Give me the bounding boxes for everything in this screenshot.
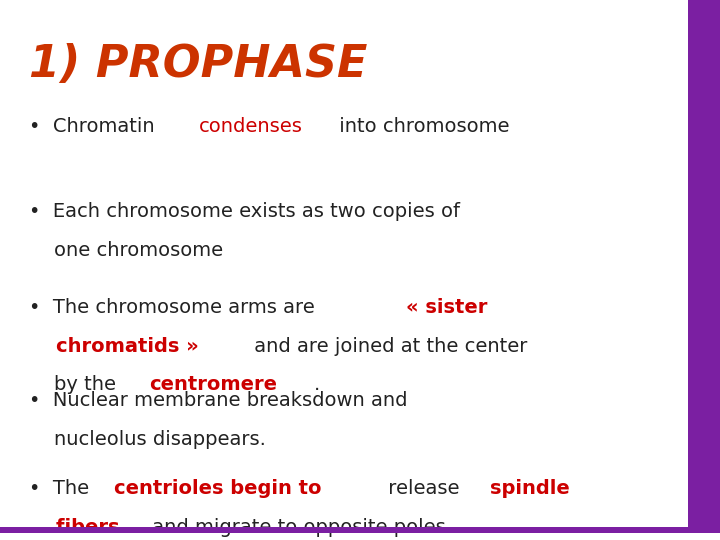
Text: •  Chromatin: • Chromatin — [29, 117, 161, 136]
Text: spindle: spindle — [490, 480, 570, 498]
Text: condenses: condenses — [199, 117, 303, 136]
Text: centromere: centromere — [149, 375, 277, 394]
Text: into chromosome: into chromosome — [333, 117, 510, 136]
Text: centrioles begin to: centrioles begin to — [114, 480, 322, 498]
Text: chromatids »: chromatids » — [29, 336, 199, 356]
Text: •  The chromosome arms are: • The chromosome arms are — [29, 298, 321, 318]
Text: nucleolus disappears.: nucleolus disappears. — [29, 430, 266, 449]
Text: release: release — [382, 480, 466, 498]
Text: .: . — [315, 375, 320, 394]
Bar — [688, 0, 720, 532]
Text: 1) PROPHASE: 1) PROPHASE — [29, 43, 367, 86]
Text: •  Nuclear membrane breaksdown and: • Nuclear membrane breaksdown and — [29, 392, 408, 410]
Bar — [0, 528, 688, 532]
Text: « sister: « sister — [405, 298, 487, 318]
Text: and migrate to opposite poles: and migrate to opposite poles — [145, 518, 446, 537]
Text: fibers: fibers — [29, 518, 120, 537]
Text: and are joined at the center: and are joined at the center — [248, 336, 527, 356]
Text: one chromosome: one chromosome — [29, 241, 223, 260]
Text: •  The: • The — [29, 480, 95, 498]
Text: •  Each chromosome exists as two copies of: • Each chromosome exists as two copies o… — [29, 202, 460, 221]
Text: by the: by the — [29, 375, 122, 394]
